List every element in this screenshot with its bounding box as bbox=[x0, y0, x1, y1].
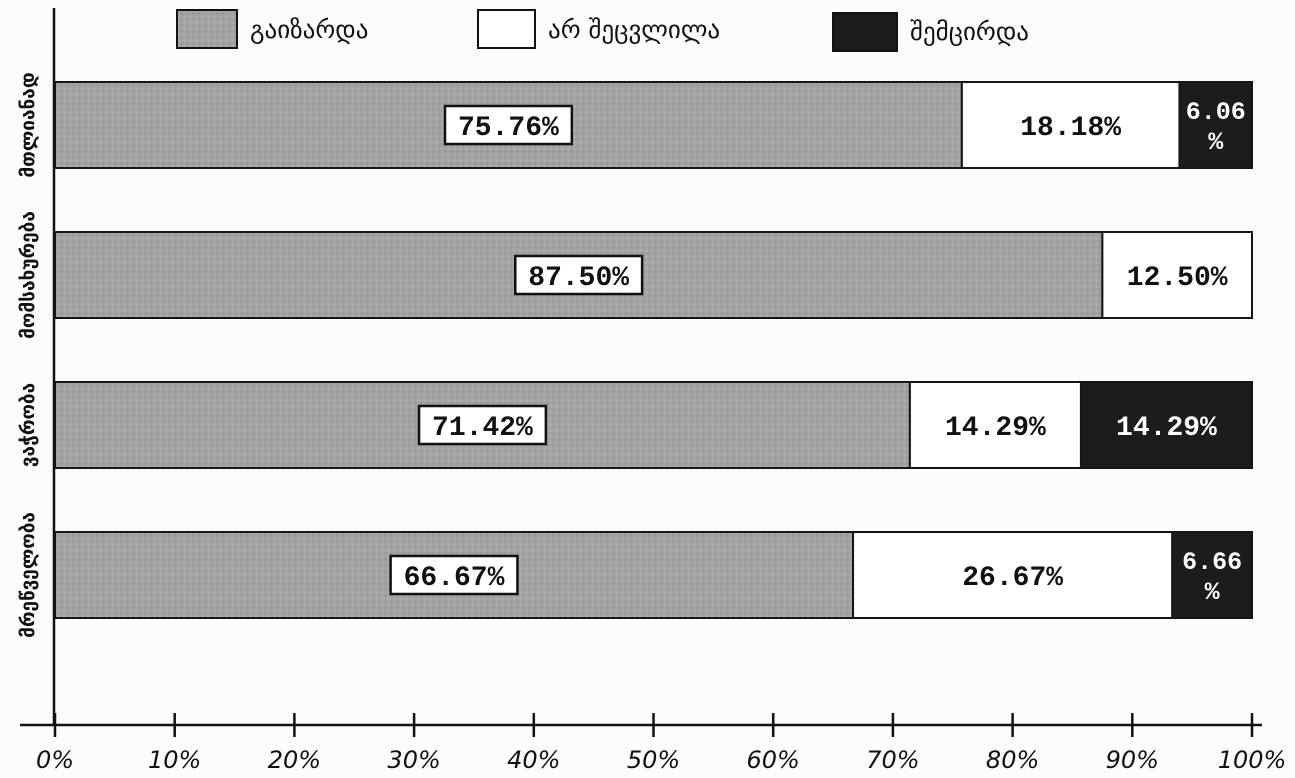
x-tick-label: 30% bbox=[387, 746, 440, 774]
bar-segment-decreased bbox=[1178, 81, 1253, 169]
value-label-increased: 66.67% bbox=[404, 563, 505, 594]
legend-label-decreased: შემცირდა bbox=[910, 17, 1029, 46]
legend-item-increased: გაიზარდა bbox=[176, 9, 368, 49]
x-tick-label: 100% bbox=[1218, 746, 1287, 774]
value-label-box bbox=[389, 554, 519, 596]
value-label-number: 6.66 bbox=[1182, 548, 1242, 577]
x-tick-label: 60% bbox=[747, 746, 800, 774]
x-tick-label: 40% bbox=[507, 746, 560, 774]
legend-swatch-increased bbox=[176, 9, 238, 49]
legend-label-increased: გაიზარდა bbox=[250, 15, 368, 44]
bar-row: 87.50% 12.50% bbox=[54, 231, 1253, 319]
bars: 75.76% 18.18% 6.06 % 87.50% 12.50% 71.42% 14.29… bbox=[54, 81, 1254, 619]
legend-swatch-unchanged bbox=[477, 9, 536, 49]
value-label-decreased: 6.66% bbox=[1182, 548, 1242, 607]
category-labels: მთლიანად მომსახურება ვაჭრობა მრეწველობა bbox=[17, 72, 39, 638]
value-label-decreased: 14.29% bbox=[1116, 413, 1217, 444]
value-label-unchanged: 12.50% bbox=[1127, 263, 1228, 294]
x-tick-label: 70% bbox=[866, 746, 919, 774]
bar-segment-decreased bbox=[1171, 531, 1253, 619]
category-label: ვაჭრობა bbox=[17, 383, 39, 467]
value-label-percent: % bbox=[1208, 128, 1224, 157]
value-label-box bbox=[443, 104, 574, 146]
value-label-increased: 71.42% bbox=[432, 413, 533, 444]
bar-segment-unchanged bbox=[960, 81, 1181, 169]
x-tick-label: 80% bbox=[986, 746, 1039, 774]
value-label-box bbox=[514, 254, 644, 296]
legend-label-unchanged: არ შეცვლილა bbox=[548, 15, 720, 44]
value-label-box bbox=[417, 404, 548, 446]
value-label-increased: 87.50% bbox=[528, 263, 629, 294]
bar-row: 75.76% 18.18% 6.06% bbox=[54, 81, 1253, 169]
legend: გაიზარდა არ შეცვლილა შემცირდა bbox=[176, 9, 1029, 52]
x-tick-label: 10% bbox=[148, 746, 201, 774]
bar-segment-decreased bbox=[1079, 381, 1254, 469]
legend-swatch-decreased bbox=[832, 12, 898, 52]
bar-segment-unchanged bbox=[1101, 231, 1253, 319]
value-label-unchanged: 18.18% bbox=[1020, 113, 1121, 144]
value-label-percent: % bbox=[1205, 578, 1221, 607]
legend-item-unchanged: არ შეცვლილა bbox=[477, 9, 720, 49]
x-tick-label: 90% bbox=[1106, 746, 1159, 774]
x-tick-label: 20% bbox=[268, 746, 321, 774]
value-label-unchanged: 14.29% bbox=[945, 413, 1046, 444]
x-tick-label: 50% bbox=[627, 746, 680, 774]
x-axis-ticks: 0% 10% 20% 30% 40% 50% 60% 70% 80% 90% 100% bbox=[36, 713, 1286, 774]
value-label-unchanged: 26.67% bbox=[962, 563, 1063, 594]
bar-row: 66.67% 26.67% 6.66% bbox=[54, 531, 1253, 619]
bar-row: 71.42% 14.29% 14.29% bbox=[54, 381, 1254, 469]
category-label: მთლიანად bbox=[17, 72, 39, 177]
legend-item-decreased: შემცირდა bbox=[832, 12, 1029, 52]
value-label-number: 6.06 bbox=[1186, 98, 1246, 127]
value-label-decreased: 6.06% bbox=[1186, 98, 1246, 157]
value-label-increased: 75.76% bbox=[458, 113, 559, 144]
category-label: მრეწველობა bbox=[17, 512, 39, 638]
category-label: მომსახურება bbox=[17, 211, 39, 339]
x-tick-label: 0% bbox=[36, 746, 74, 774]
bar-segment-unchanged bbox=[852, 531, 1174, 619]
